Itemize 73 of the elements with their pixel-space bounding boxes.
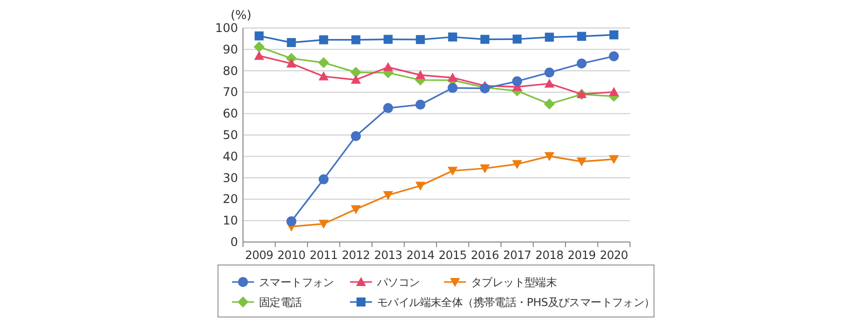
point xyxy=(480,164,490,174)
point xyxy=(383,62,394,72)
point xyxy=(286,58,296,68)
x-tick-label: 2014 xyxy=(406,248,434,262)
y-tick-label: 70 xyxy=(222,85,238,100)
point xyxy=(576,158,587,167)
x-tick-label: 2018 xyxy=(535,248,564,262)
point xyxy=(350,131,361,142)
y-tick-label: 80 xyxy=(222,64,238,78)
legend-label: タブレット型端末 xyxy=(471,276,557,289)
point xyxy=(608,51,619,62)
point xyxy=(383,191,394,200)
y-tick-label: 10 xyxy=(222,214,238,228)
point xyxy=(286,216,296,226)
point xyxy=(544,78,554,88)
point xyxy=(286,38,296,48)
point xyxy=(576,58,587,69)
point xyxy=(608,155,619,164)
point xyxy=(384,34,393,44)
x-tick-label: 2019 xyxy=(568,248,596,262)
point xyxy=(318,220,329,229)
point xyxy=(318,71,329,80)
point xyxy=(544,98,555,110)
point xyxy=(318,57,330,68)
point xyxy=(512,34,522,44)
y-tick-label: 60 xyxy=(222,106,238,121)
y-tick-label: 30 xyxy=(222,170,238,185)
point xyxy=(544,32,554,42)
point xyxy=(609,30,618,40)
point xyxy=(254,41,265,52)
point xyxy=(254,50,264,60)
y-tick-label: 90 xyxy=(222,42,238,56)
y-tick-label: 0 xyxy=(230,235,238,249)
x-tick-label: 2013 xyxy=(374,248,402,262)
point xyxy=(350,66,362,78)
legend-label: パソコン xyxy=(376,276,420,289)
y-axis-title: (%) xyxy=(230,8,252,22)
x-tick-label: 2016 xyxy=(470,248,499,262)
point xyxy=(448,82,458,93)
y-tick-label: 100 xyxy=(215,21,238,35)
x-tick-label: 2012 xyxy=(342,248,370,262)
point xyxy=(415,100,426,110)
point xyxy=(350,205,361,214)
point xyxy=(480,34,490,44)
point xyxy=(318,174,329,184)
point xyxy=(512,76,522,86)
x-tick-label: 2010 xyxy=(277,248,306,262)
point xyxy=(448,72,458,82)
point xyxy=(544,152,554,162)
point xyxy=(351,35,360,44)
y-tick-label: 40 xyxy=(222,149,238,164)
x-tick-label: 2015 xyxy=(438,248,467,262)
point xyxy=(254,31,264,40)
legend-label: 固定電話 xyxy=(259,296,302,309)
point xyxy=(383,103,394,114)
x-tick-label: 2009 xyxy=(245,248,274,262)
legend-label: スマートフォン xyxy=(259,276,334,289)
point xyxy=(415,70,426,80)
y-tick-label: 50 xyxy=(222,128,238,142)
point xyxy=(448,32,458,42)
x-tick-label: 2011 xyxy=(310,248,338,262)
point xyxy=(319,35,328,44)
point xyxy=(415,182,426,191)
y-tick-label: 20 xyxy=(222,192,238,206)
x-tick-label: 2020 xyxy=(600,248,628,262)
point xyxy=(416,35,425,44)
x-tick-label: 2017 xyxy=(503,248,532,262)
point xyxy=(544,68,554,78)
point xyxy=(608,86,619,96)
point xyxy=(512,160,522,170)
point xyxy=(577,32,586,41)
point xyxy=(448,166,458,176)
point xyxy=(350,74,361,84)
